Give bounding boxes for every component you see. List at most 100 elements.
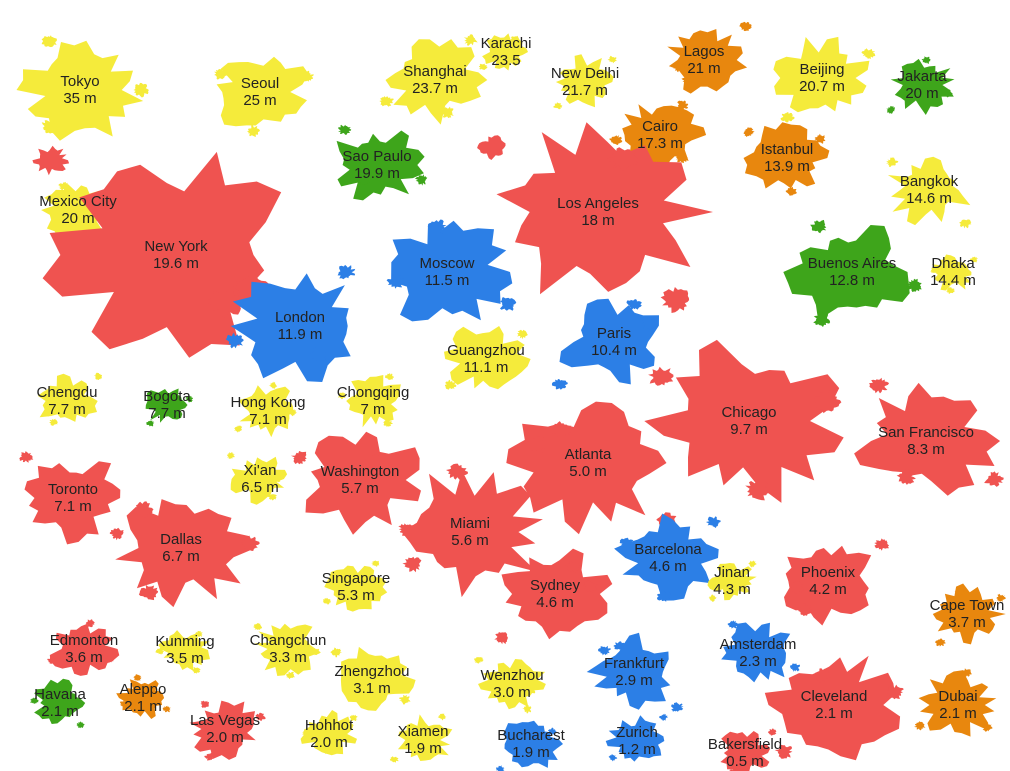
city-shape-fragment-chongqing	[337, 392, 346, 400]
city-population: 1.9 m	[512, 744, 550, 761]
city-population: 7.7 m	[148, 405, 186, 422]
city-shape-fragment-zurich	[608, 754, 618, 762]
city-shape-fragment-miami	[446, 463, 468, 480]
city-label-guangzhou: Guangzhou 11.1 m	[447, 342, 525, 376]
city-label-bakersfield: Bakersfield 0.5 m	[708, 736, 782, 770]
city-population: 14.6 m	[906, 190, 952, 207]
city-shape-fragment-bakersfield	[725, 745, 735, 752]
city-label-moscow: Moscow 11.5 m	[419, 255, 474, 289]
city-label-xi-an: Xi'an 6.5 m	[241, 462, 279, 496]
city-shape-fragment-cleveland	[886, 684, 904, 700]
city-label-jinan: Jinan 4.3 m	[713, 564, 751, 598]
city-shape-fragment-los-angeles	[660, 287, 690, 313]
city-shape-fragment-aleppo	[133, 674, 142, 681]
city-shape-fragment-toronto	[109, 527, 124, 541]
city-population: 2.0 m	[310, 734, 348, 751]
city-name: Phoenix	[800, 564, 856, 581]
city-shape-fragment-chongqing	[384, 373, 394, 380]
city-name: Chicago	[721, 404, 777, 421]
city-shape-fragment-jinan	[726, 583, 735, 590]
city-shape-edmonton	[49, 623, 120, 676]
city-population: 12.8 m	[829, 272, 875, 289]
city-shape-fragment-barcelona	[619, 537, 634, 549]
city-population: 6.5 m	[241, 479, 279, 496]
city-shape-fragment-lagos	[739, 21, 752, 32]
city-population: 5.6 m	[451, 532, 489, 549]
city-shape-las-vegas	[189, 700, 256, 760]
city-label-aleppo: Aleppo 2.1 m	[120, 681, 167, 715]
city-shape-fragment-dubai	[914, 721, 926, 731]
city-shape-fragment-san-francisco	[896, 469, 916, 485]
city-shape-fragment-london	[225, 332, 244, 349]
city-shape-fragment-chengdu	[44, 409, 53, 417]
city-population: 35 m	[63, 90, 97, 107]
city-shape-fragment-zhengzhou	[330, 647, 342, 658]
city-shape-fragment-kunming	[194, 630, 203, 638]
city-name: Zhengzhou	[334, 663, 410, 680]
city-shape-washington	[305, 431, 421, 535]
city-name: Las Vegas	[189, 712, 261, 729]
city-name: Jakarta	[897, 68, 947, 85]
city-shape-fragment-changchun	[311, 648, 321, 656]
city-label-hong-kong: Hong Kong 7.1 m	[230, 394, 305, 428]
city-name: Guangzhou	[447, 342, 525, 359]
city-population: 1.9 m	[404, 740, 442, 757]
city-shape-fragment-zurich	[630, 739, 639, 746]
city-name: Hong Kong	[230, 394, 306, 411]
city-population: 2.1 m	[815, 705, 853, 722]
city-shape-fragment-cleveland	[812, 668, 832, 683]
city-shape-fragment-san-francisco	[869, 377, 890, 394]
city-population: 0.5 m	[726, 753, 764, 770]
city-shape-buenos-aires	[783, 225, 910, 321]
city-shape-seoul	[216, 56, 309, 127]
city-label-lagos: Lagos 21 m	[684, 43, 725, 77]
city-name: Miami	[450, 515, 490, 532]
city-shape-fragment-chicago	[813, 390, 842, 414]
city-shape-fragment-beijing	[780, 112, 795, 123]
city-label-chengdu: Chengdu 7.7 m	[37, 384, 98, 418]
city-name: Bogota	[143, 388, 191, 405]
city-shape-fragment-buenos-aires	[810, 219, 827, 234]
city-shape-fragment-jakarta	[921, 56, 931, 64]
city-shape-fragment-los-angeles	[477, 135, 506, 160]
city-population: 4.6 m	[649, 558, 687, 575]
city-population: 17.3 m	[637, 135, 683, 152]
city-population: 10.4 m	[591, 342, 637, 359]
city-shape-fragment-singapore	[361, 588, 370, 595]
city-shape-fragment-xiamen	[428, 747, 438, 755]
city-shape-fragment-bogota	[146, 420, 155, 427]
city-population: 1.2 m	[618, 741, 656, 758]
city-shape-sydney	[501, 548, 613, 640]
city-shape-cleveland	[764, 655, 901, 761]
city-population: 19.9 m	[354, 165, 400, 182]
city-shape-fragment-cape-town	[954, 587, 965, 596]
city-shape-dubai	[918, 670, 997, 737]
city-shape-fragment-chongqing	[383, 419, 393, 427]
city-label-bangkok: Bangkok 14.6 m	[900, 173, 958, 207]
city-shape-fragment-lagos	[681, 74, 694, 85]
city-population: 5.0 m	[569, 463, 607, 480]
city-label-istanbul: Istanbul 13.9 m	[761, 141, 814, 175]
city-population: 6.7 m	[162, 548, 200, 565]
city-shape-fragment-amsterdam	[789, 663, 800, 672]
city-name: Beijing	[799, 61, 845, 78]
city-shape-jinan	[707, 563, 757, 601]
city-shape-fragment-edmonton	[104, 656, 114, 664]
city-label-new-delhi: New Delhi 21.7 m	[551, 65, 619, 99]
city-shape-fragment-moscow	[386, 274, 406, 289]
city-shape-fragment-wenzhou	[526, 687, 536, 696]
city-name: London	[274, 309, 326, 326]
city-shape-atlanta	[506, 401, 667, 535]
city-shape-fragment-amsterdam	[727, 620, 739, 629]
city-name: Cleveland	[800, 688, 868, 705]
city-population: 4.2 m	[809, 581, 847, 598]
city-population: 3.6 m	[65, 649, 103, 666]
city-label-cleveland: Cleveland 2.1 m	[801, 688, 868, 722]
city-label-dhaka: Dhaka 14.4 m	[930, 255, 976, 289]
city-shape-paris	[559, 298, 659, 385]
city-label-chicago: Chicago 9.7 m	[721, 404, 776, 438]
city-shape-fragment-phoenix	[874, 538, 890, 551]
city-shape-bakersfield	[720, 731, 771, 771]
city-shape-fragment-xiamen	[437, 713, 447, 721]
